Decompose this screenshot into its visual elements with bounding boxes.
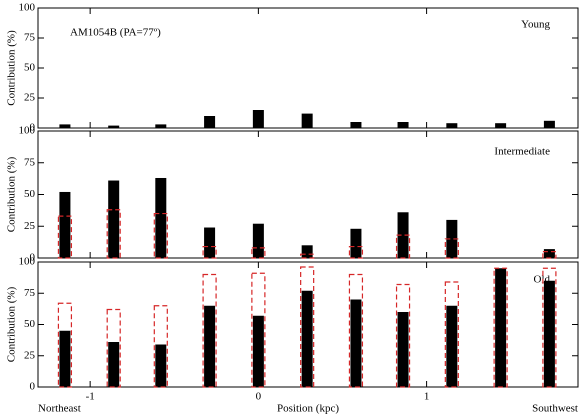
- bar: [202, 245, 217, 259]
- y-tick-label: 0: [30, 252, 36, 264]
- bar: [543, 120, 555, 128]
- y-tick-label: 50: [24, 318, 36, 330]
- bar: [106, 209, 121, 259]
- annotation: Northeast: [38, 403, 81, 415]
- bar: [202, 273, 217, 388]
- bar: [155, 124, 167, 128]
- bar: [204, 227, 216, 258]
- y-tick-label: 100: [19, 256, 36, 268]
- bar: [57, 215, 73, 259]
- bar: [300, 266, 315, 388]
- bar: [204, 116, 216, 128]
- bar: [350, 299, 362, 387]
- panel-label: Intermediate: [494, 146, 550, 158]
- bar: [397, 312, 409, 387]
- y-tick-label: 0: [30, 122, 36, 134]
- bar: [446, 219, 458, 258]
- bar: [301, 290, 313, 387]
- x-axis-label: Position (kpc): [277, 403, 339, 415]
- bar: [397, 122, 409, 128]
- panel-label: Young: [521, 19, 550, 31]
- bar: [252, 110, 264, 128]
- bar: [446, 123, 458, 128]
- y-tick-label: 25: [24, 92, 36, 104]
- bar: [59, 330, 71, 387]
- y-tick-label: 50: [24, 62, 36, 74]
- y-tick-label: 25: [24, 349, 36, 361]
- x-tick-label: 0: [256, 391, 262, 403]
- bar: [350, 122, 362, 128]
- y-tick-label: 100: [19, 2, 36, 14]
- bar: [350, 228, 362, 258]
- y-axis-label: Contribution (%): [6, 286, 18, 362]
- bar: [252, 315, 264, 387]
- bar: [543, 280, 555, 387]
- chart-title: AM1054B (PA=77º): [70, 27, 161, 39]
- bar: [395, 234, 411, 259]
- bar: [446, 305, 458, 387]
- bar: [543, 249, 555, 258]
- bar: [251, 272, 266, 388]
- bar: [155, 177, 167, 258]
- bar: [106, 308, 121, 388]
- bar: [251, 247, 266, 259]
- bar: [252, 223, 264, 258]
- bar: [108, 180, 120, 258]
- y-tick-label: 75: [24, 32, 36, 44]
- bar: [542, 251, 557, 259]
- bar: [493, 267, 508, 388]
- bar: [495, 123, 507, 128]
- bar: [108, 125, 120, 128]
- y-tick-label: 0: [30, 381, 36, 393]
- y-tick-label: 75: [24, 287, 36, 299]
- bar: [204, 305, 216, 387]
- y-axis-label: Contribution (%): [6, 156, 18, 232]
- y-tick-label: 50: [24, 188, 36, 200]
- y-tick-label: 75: [24, 156, 36, 168]
- bar: [301, 245, 313, 258]
- y-tick-label: 25: [24, 220, 36, 232]
- bar: [301, 113, 313, 128]
- bar: [348, 245, 364, 259]
- annotation: Southwest: [532, 403, 578, 415]
- bar: [395, 283, 411, 388]
- bar: [397, 212, 409, 258]
- bar: [59, 191, 71, 258]
- bar: [153, 305, 168, 388]
- bar: [444, 281, 459, 388]
- bar: [348, 273, 364, 388]
- bar: [495, 268, 507, 387]
- bar: [542, 267, 557, 388]
- x-tick-label: -1: [86, 391, 95, 403]
- x-tick-label: 1: [424, 391, 430, 403]
- bar: [108, 342, 120, 387]
- bar: [59, 124, 71, 128]
- y-tick-label: 100: [19, 125, 36, 137]
- bar: [155, 344, 167, 387]
- y-axis-label: Contribution (%): [6, 30, 18, 106]
- bar: [153, 212, 168, 259]
